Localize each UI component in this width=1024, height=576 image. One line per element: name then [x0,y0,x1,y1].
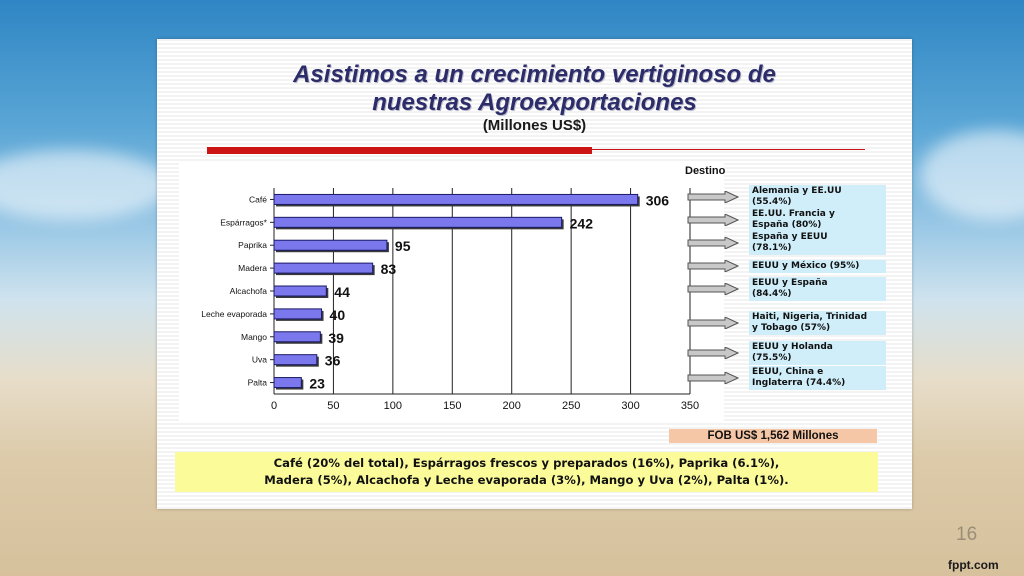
x-tick-label: 100 [384,400,402,412]
category-label: Uva [252,355,267,365]
destination-text: Alemania y EE.UU [752,186,842,197]
bar-value-label: 44 [334,284,350,300]
category-label: Paprika [238,240,267,250]
right-arrow-icon [687,317,739,330]
destination-text: EEUU y México (95%) [752,260,860,271]
bar-value-label: 306 [646,192,670,208]
red-accent-line [592,149,865,150]
bar-value-label: 39 [328,330,344,346]
footnote-line-1: Café (20% del total), Espárragos frescos… [273,456,780,470]
chart-area: 0 50 100 150 200 250 300 350 Café 306 Espárragos* 2… [179,161,724,421]
destination-box: EEUU y Holanda (75.5%) [749,341,886,366]
destination-box: Haiti, Nigeria, Trinidad y Tobago (57%) [749,311,886,336]
destination-box: EEUU y España (84.4%) [749,277,886,301]
x-tick-label: 350 [681,400,699,412]
destination-box: EE.UU. Francia y España (80%) [749,208,886,233]
bar [273,377,302,389]
bar-value-label: 23 [309,376,325,392]
bar [273,331,321,343]
x-tick-label: 250 [562,400,580,412]
slide-title-line-2: nuestras Agroexportaciones [372,89,697,116]
bar [273,239,388,251]
destination-box: España y EEUU (78.1%) [749,231,886,256]
bar [273,285,327,297]
background-cloud [920,130,1024,220]
bar-value-label: 95 [395,238,411,254]
slide-subtitle: (Millones US$) [482,117,587,134]
category-label: Mango [241,332,267,342]
brand-label: fppt.com [948,558,999,572]
bar [273,354,318,366]
right-arrow-icon [687,283,739,295]
destination-text: EE.UU. Francia y [752,209,835,220]
right-arrow-icon [687,260,739,273]
footnote-line-2: Madera (5%), Alcachofa y Leche evaporada… [264,473,789,487]
fob-total: FOB US$ 1,562 Millones [669,429,877,443]
destination-text: y Tobago (57%) [752,323,831,334]
right-arrow-icon [687,237,739,250]
category-label: Espárragos* [220,217,267,227]
destination-box: Alemania y EE.UU (55.4%) [749,185,886,210]
bar-value-label: 40 [330,307,346,323]
category-label: Café [249,194,267,204]
category-label: Alcachofa [230,286,268,296]
destination-text: (75.5%) [752,353,792,364]
slide-title-line-1: Asistimos a un crecimiento vertiginoso d… [293,61,776,88]
footnote: Café (20% del total), Espárragos frescos… [175,452,878,492]
right-arrow-icon [687,214,739,227]
destination-text: (55.4%) [752,197,792,208]
destination-text: (78.1%) [752,243,792,254]
bar-chart: 0 50 100 150 200 250 300 350 Café 306 Espárragos* 2… [201,188,699,412]
right-arrow-icon [687,347,739,360]
red-accent-bar [207,147,592,154]
destination-text: España (80%) [752,220,822,231]
destination-text: Haiti, Nigeria, Trinidad [752,312,868,323]
bar-value-label: 83 [381,261,397,277]
category-label: Madera [238,263,267,273]
page-number: 16 [956,524,978,545]
bar [273,308,323,320]
destination-text: EEUU y Holanda [752,342,833,353]
category-label: Palta [248,378,268,388]
destination-text: EEUU, China e [752,367,824,378]
bar-value-label: 36 [325,353,341,369]
destination-box: EEUU y México (95%) [749,259,886,273]
destination-title: Destino [685,165,726,177]
bar [273,216,563,228]
slide: Asistimos a un crecimiento vertiginoso d… [157,39,912,509]
right-arrow-icon [687,372,739,385]
x-tick-label: 0 [271,400,277,412]
background-cloud [0,150,170,220]
bar-value-label: 242 [570,215,594,231]
x-tick-label: 300 [621,400,639,412]
right-arrow-icon [687,191,739,204]
bar [273,262,374,274]
destination-text: Inglaterra (74.4%) [752,378,846,389]
x-tick-label: 150 [443,400,461,412]
x-tick-label: 200 [503,400,521,412]
category-label: Leche evaporada [201,309,267,319]
x-tick-label: 50 [327,400,339,412]
destination-text: España y EEUU [752,232,828,243]
bar [273,193,639,205]
destination-text: EEUU y España [752,278,828,288]
destination-box: EEUU, China e Inglaterra (74.4%) [749,366,886,391]
destination-text: (84.4%) [752,289,792,299]
